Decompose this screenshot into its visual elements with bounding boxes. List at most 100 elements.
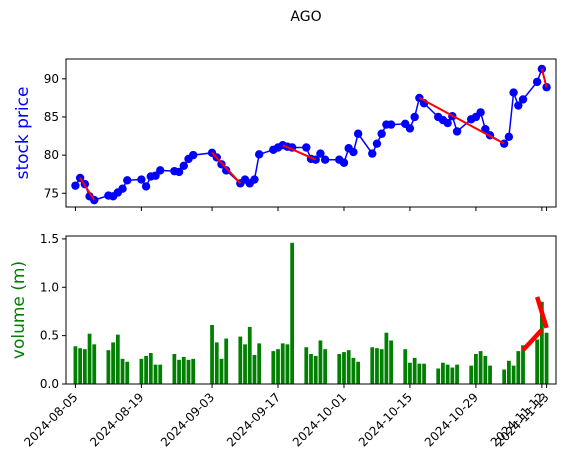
price-axes-frame [65,58,557,208]
volume-bar [144,355,148,384]
volume-bar [78,348,83,384]
volume-bar [441,362,445,384]
price-point [386,120,396,129]
price-point [532,77,542,87]
volume-bar [337,354,342,384]
volume-bar [539,301,544,384]
volume-bar [445,364,450,384]
volume-bar [153,364,158,384]
price-point [189,150,198,160]
volume-bar [323,349,328,384]
volume-bar [516,351,521,384]
price-point [353,129,363,138]
price-point [320,155,330,164]
price-point [410,112,419,122]
volume-bar [210,324,214,384]
volume-bar [186,359,191,384]
volume-bar [238,336,243,384]
volume-bar [125,361,130,384]
volume-y-tick-label: 1.0 [40,280,59,294]
volume-bar [309,354,313,384]
price-point [514,101,523,110]
price-point [141,182,151,191]
volume-bar [257,343,262,384]
volume-bar [313,355,318,384]
volume-bar [384,332,389,384]
price-y-tick-label: 90 [44,72,59,86]
volume-bar [375,348,379,384]
price-y-tick-label: 75 [44,186,59,200]
volume-bar [290,242,295,384]
price-trend-line [79,177,96,201]
price-point [156,166,165,175]
price-trend-line [418,97,505,145]
price-point [302,143,311,152]
price-point [509,88,518,97]
volume-y-tick-label: 0.5 [40,329,59,343]
price-trend-line [540,68,548,88]
volume-bar [535,339,540,384]
volume-bar [483,355,488,384]
volume-y-axis-label: volume (m) [9,261,29,359]
price-point [349,147,358,157]
volume-bar [318,340,323,384]
price-plot-area [71,64,551,205]
price-point [372,139,382,148]
price-point [316,149,325,158]
volume-y-ticks: 0.0 0.5 1.0 1.5 [40,232,66,391]
price-y-axis-label: stock price [13,87,33,180]
volume-bar [158,364,163,384]
volume-bar [455,364,459,384]
price-point [443,118,452,128]
volume-bar [92,344,97,384]
volume-bar [436,368,441,384]
price-point [476,108,485,117]
volume-bar [191,358,196,384]
price-point [179,161,188,170]
price-point [377,129,386,138]
volume-bar [172,354,177,384]
volume-bar [412,357,417,384]
volume-bar [469,365,474,384]
volume-bar [356,361,360,384]
volume-bar [214,342,219,384]
price-point [254,150,264,159]
volume-bar [408,362,412,384]
volume-bar [276,349,280,384]
volume-axes-frame [65,235,557,385]
price-point [518,95,528,104]
volume-bar [351,357,356,384]
volume-trend-line [534,296,549,329]
volume-bar [379,349,384,384]
price-point [504,132,514,142]
volume-bar [450,367,455,384]
volume-bar [115,334,120,384]
price-y-tick-label: 85 [44,110,59,124]
volume-bar [181,356,186,384]
volume-bar [252,354,257,384]
price-point [368,149,377,158]
volume-bar [219,358,224,384]
price-point [137,175,146,184]
volume-bar [417,363,422,384]
price-point [221,166,231,175]
price-point [250,175,259,184]
volume-bar [280,343,285,384]
price-point [174,167,184,177]
volume-bar [73,346,78,384]
volume-bar [474,354,478,384]
price-x-ticks [74,207,548,211]
volume-bar [148,353,153,384]
volume-bar [224,338,229,384]
volume-bar [243,344,247,384]
price-trend-line [282,144,317,161]
volume-bar [139,358,144,384]
volume-bar [507,360,511,384]
volume-bar [82,349,87,384]
price-y-ticks: 75 80 85 90 [44,72,66,200]
volume-y-tick-label: 0.0 [40,377,59,391]
volume-bar [511,365,516,384]
price-point [339,158,349,167]
volume-bar [247,326,252,384]
